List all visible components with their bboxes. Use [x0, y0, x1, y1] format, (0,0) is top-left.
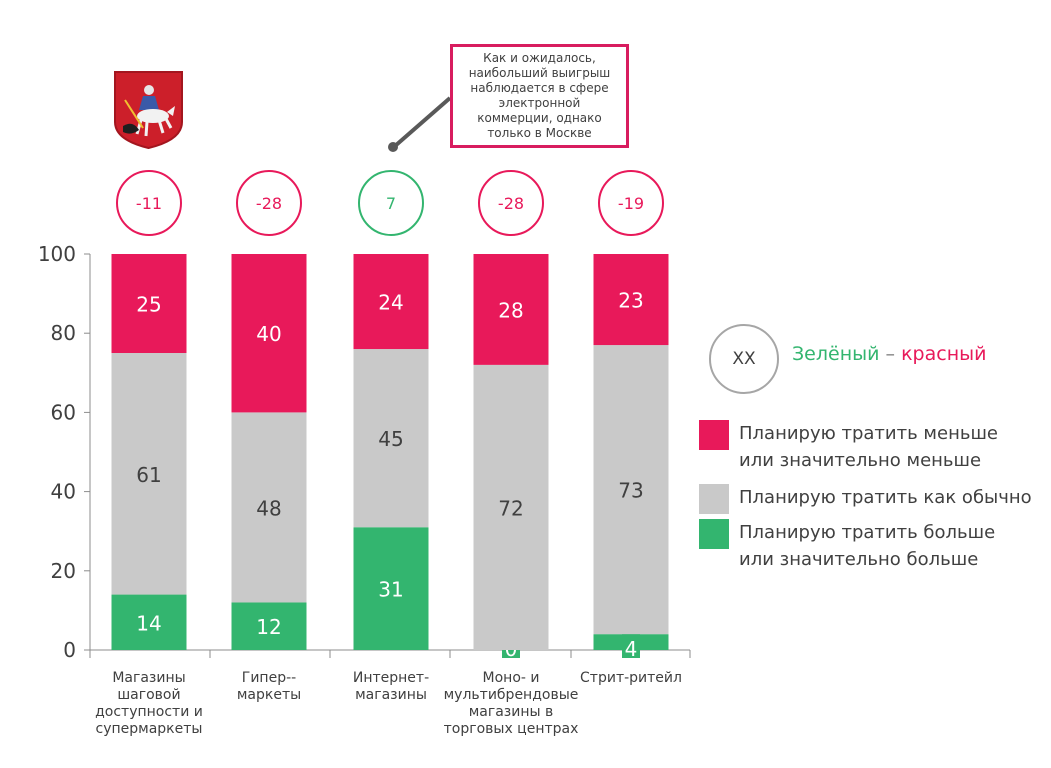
data-label: 48 [256, 496, 281, 520]
data-label: 4 [625, 637, 638, 661]
difference-value: -28 [255, 193, 283, 213]
bar-segment [111, 254, 187, 353]
key-circle: XX [709, 324, 779, 394]
category-label: Магазины шаговой доступности и супермарк… [95, 670, 203, 737]
legend-text: Планирую тратить больше или значительно … [739, 522, 996, 570]
data-label: 72 [498, 496, 523, 520]
difference-value: -11 [135, 193, 163, 213]
y-tick-label: 60 [51, 400, 76, 424]
bar-segment [593, 345, 669, 635]
data-label: 12 [256, 615, 281, 639]
bar-segment [593, 254, 669, 346]
legend-swatch [699, 519, 729, 549]
y-tick-label: 0 [63, 638, 76, 662]
callout-text: Как и ожидалось, наибольший выигрыш набл… [468, 51, 611, 140]
data-label: 23 [618, 289, 643, 313]
difference-value: -28 [497, 193, 525, 213]
callout-pointer [393, 96, 452, 148]
difference-value: -19 [617, 193, 645, 213]
data-label: 24 [378, 291, 403, 315]
data-label: 31 [378, 578, 403, 602]
data-label: 28 [498, 298, 523, 322]
y-tick-label: 80 [51, 321, 76, 345]
small-value-box [622, 634, 640, 658]
bar-segment [353, 527, 429, 650]
difference-value: 7 [385, 193, 397, 213]
data-label: 25 [136, 293, 161, 317]
difference-circle: -28 [236, 170, 302, 236]
data-label: 61 [136, 463, 161, 487]
bar-segment [231, 254, 307, 413]
category-label: Моно- и мультибрендовые магазины в торго… [443, 670, 579, 737]
legend-text: Планирую тратить меньше или значительно … [739, 423, 999, 471]
difference-circle: -11 [116, 170, 182, 236]
legend-swatch [699, 420, 729, 450]
bar-segment [353, 349, 429, 528]
key-separator: – [879, 343, 902, 365]
key-red-text: красный [901, 343, 987, 365]
callout-box: Как и ожидалось, наибольший выигрыш набл… [450, 44, 629, 148]
bar-segment [353, 254, 429, 350]
difference-circle: -19 [598, 170, 664, 236]
bar-segment [111, 353, 187, 595]
data-label: 14 [136, 611, 161, 635]
legend-text: Планирую тратить как обычно [739, 487, 1032, 508]
category-label: Интернет- магазины [352, 670, 430, 703]
data-label: 45 [378, 427, 403, 451]
bar-segment [473, 254, 549, 365]
data-label: 73 [618, 479, 643, 503]
bar-segment [473, 364, 549, 650]
key-title: Зелёный – красный [792, 343, 986, 365]
bar-segment [231, 602, 307, 650]
bar-segment [231, 412, 307, 603]
difference-circle: -28 [478, 170, 544, 236]
category-label: Стрит-ритейл [580, 670, 682, 686]
key-green-text: Зелёный [792, 343, 880, 365]
callout-pointer-dot [388, 142, 398, 152]
difference-circle: 7 [358, 170, 424, 236]
data-label: 40 [256, 322, 281, 346]
y-tick-label: 20 [51, 559, 76, 583]
moscow-coat-of-arms-icon [113, 70, 184, 150]
y-tick-label: 40 [51, 480, 76, 504]
bar-segment [111, 594, 187, 650]
y-tick-label: 100 [38, 242, 76, 266]
category-label: Гипер-- маркеты [236, 670, 302, 703]
legend-swatch [699, 484, 729, 514]
key-circle-text: XX [732, 349, 756, 369]
